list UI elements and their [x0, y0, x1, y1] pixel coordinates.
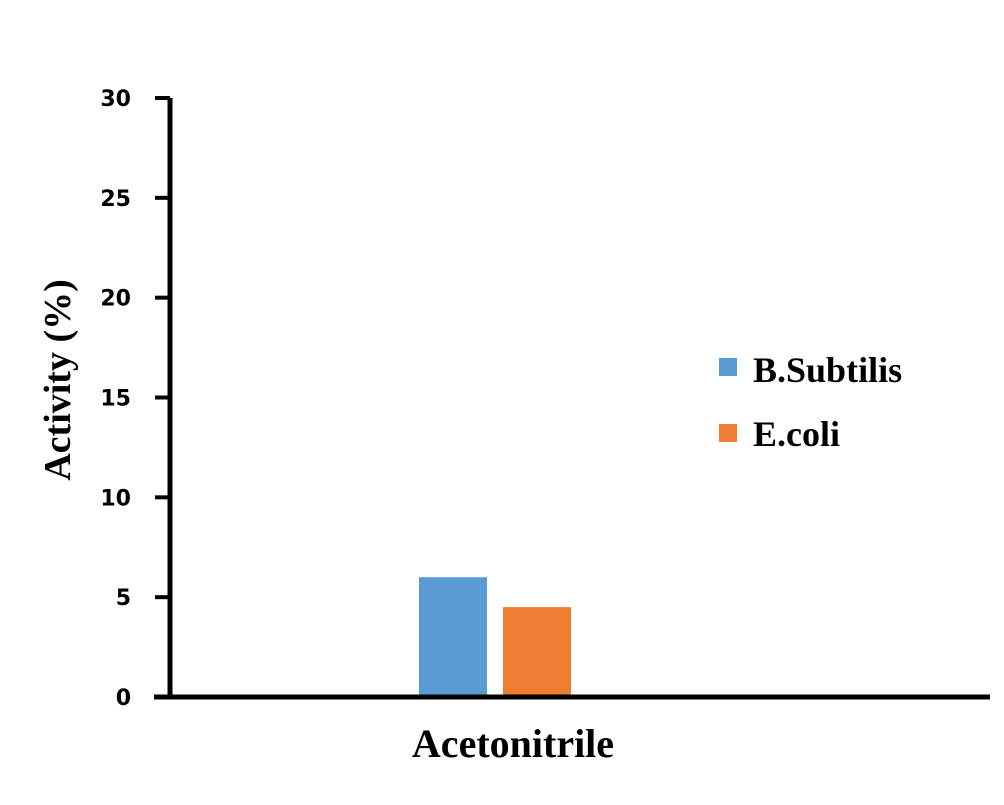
y-axis-title: Activity (%): [37, 279, 79, 481]
y-tick-label: 15: [100, 387, 131, 412]
bar-e-coli: [503, 607, 571, 697]
y-tick-label: 25: [100, 187, 131, 212]
y-tick-label: 20: [100, 287, 131, 312]
y-tick-label: 0: [116, 686, 131, 711]
legend: B.Subtilis E.coli: [719, 350, 902, 454]
y-tick-label: 10: [100, 486, 131, 511]
legend-swatch-b-subtilis: [719, 358, 737, 376]
y-tick-label: 5: [116, 586, 131, 611]
legend-label-e-coli: E.coli: [753, 414, 840, 454]
y-tick-label: 30: [100, 87, 131, 112]
legend-swatch-e-coli: [719, 424, 737, 442]
bar-b-subtilis: [419, 577, 487, 697]
x-category-label: Acetonitrile: [412, 721, 614, 766]
y-ticks-group: 0 5 10 15 20 25 30: [100, 87, 170, 711]
bars-group: [419, 577, 571, 697]
legend-label-b-subtilis: B.Subtilis: [753, 350, 902, 390]
